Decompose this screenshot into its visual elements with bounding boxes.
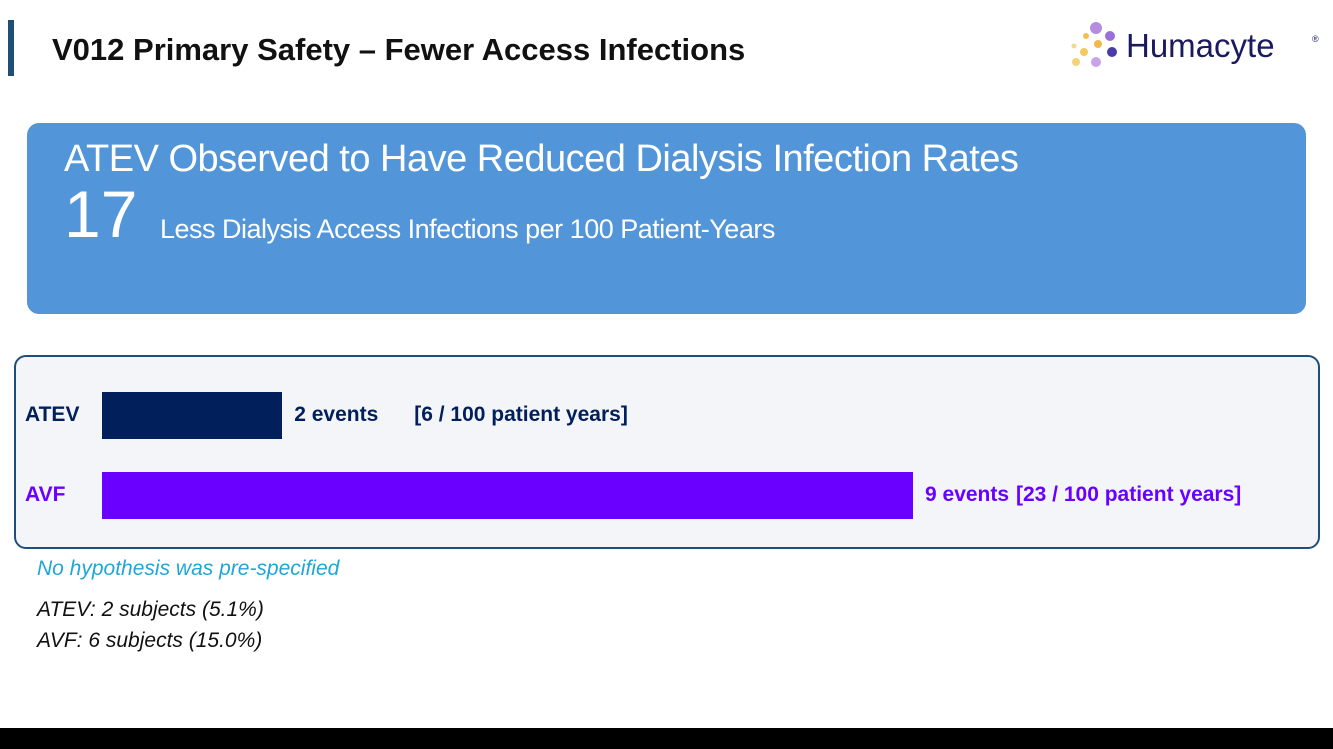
big-number: 17 [64, 177, 138, 251]
value-label: 2 events [294, 403, 379, 426]
bar [102, 472, 913, 519]
slide-title: V012 Primary Safety – Fewer Access Infec… [52, 32, 746, 67]
banner [27, 123, 1306, 314]
value-label: 9 events [925, 483, 1010, 506]
hypothesis-note: No hypothesis was pre-specified [37, 557, 340, 580]
logo-registered: ® [1312, 34, 1319, 44]
banner-headline: ATEV Observed to Have Reduced Dialysis I… [64, 138, 1019, 180]
rate-label: [23 / 100 patient years] [1016, 483, 1242, 506]
big-number-text: Less Dialysis Access Infections per 100 … [160, 214, 775, 244]
rate-label: [6 / 100 patient years] [414, 403, 628, 426]
footer-bar [0, 728, 1333, 749]
category-label: AVF [25, 483, 66, 506]
logo-text: Humacyte [1126, 27, 1275, 64]
subjects-note: AVF: 6 subjects (15.0%) [37, 629, 263, 652]
chart-box [14, 355, 1320, 549]
subjects-note: ATEV: 2 subjects (5.1%) [37, 598, 264, 621]
bar [102, 392, 283, 439]
logo-dots [1071, 22, 1117, 67]
accent-bar [8, 20, 14, 76]
category-label: ATEV [25, 403, 80, 426]
